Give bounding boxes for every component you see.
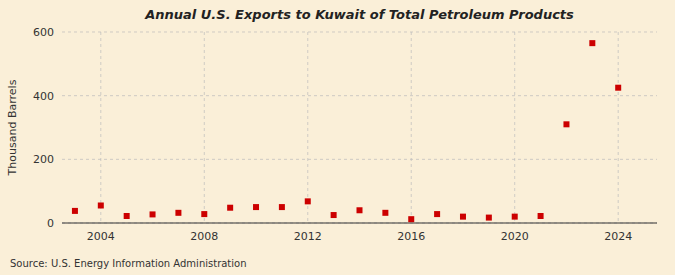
point [382,210,388,216]
point [124,213,130,219]
point [357,207,363,213]
y-axis-label: Thousand Barrels [6,79,19,176]
x-grid-line [307,32,308,223]
y-grid-line [62,95,657,96]
x-grid-line [411,32,412,223]
point [486,215,492,221]
grid [62,32,657,223]
point [331,212,337,218]
point [615,85,621,91]
y-grid-line [62,159,657,160]
y-tick-label: 400 [33,90,54,103]
point [253,204,259,210]
point [512,214,518,220]
title: Annual U.S. Exports to Kuwait of Total P… [144,7,574,22]
x-tick-label: 2020 [501,230,529,243]
y-tick-label: 200 [33,153,54,166]
y-grid-line [62,32,657,33]
point [460,214,466,220]
x-grid-line [204,32,205,223]
x-tick-label: 2012 [294,230,322,243]
point [408,216,414,222]
x-tick-label: 2024 [604,230,632,243]
background [0,0,675,275]
point [175,210,181,216]
x-grid-line [100,32,101,223]
chart-container: 0 200 400 600 2004 2008 2012 2016 2020 2024 Annual… [0,0,675,275]
x-tick-label: 2008 [190,230,218,243]
point [201,211,207,217]
x-tick-label: 2016 [397,230,425,243]
x-grid-line [514,32,515,223]
point [589,40,595,46]
point [279,204,285,210]
point [434,211,440,217]
y-tick-label: 0 [47,217,54,230]
point [563,121,569,127]
point [98,202,104,208]
source-annotation: Source: U.S. Energy Information Administ… [10,258,247,269]
x-axis-line [62,223,657,224]
x-grid-line [618,32,619,223]
point [150,211,156,217]
point [538,213,544,219]
points [72,40,621,222]
x-tick-label: 2004 [87,230,115,243]
point [227,205,233,211]
point [72,208,78,214]
y-grid-line [62,223,657,224]
y-tick-label: 600 [33,26,54,39]
chart: 0 200 400 600 2004 2008 2012 2016 2020 2024 Annual… [0,0,675,275]
point [305,198,311,204]
